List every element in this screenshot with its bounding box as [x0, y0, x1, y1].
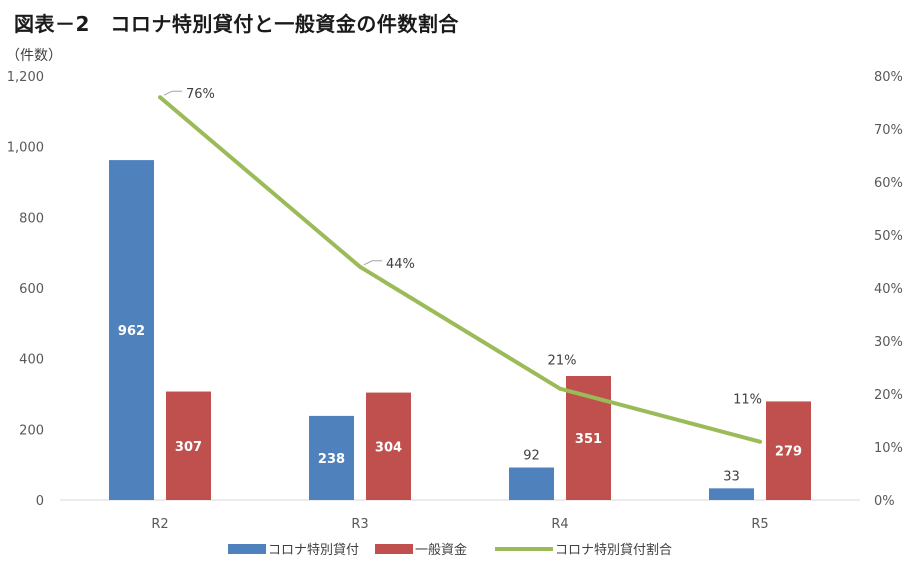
- x-tick-label: R4: [551, 517, 568, 532]
- ratio-line-point: [358, 264, 362, 269]
- ratio-line-layer: [158, 90, 762, 444]
- ratio-label-leader: [363, 260, 382, 266]
- bar-corona: [509, 467, 554, 500]
- y2-tick-label: 10%: [874, 441, 903, 456]
- bar-corona: [309, 415, 354, 500]
- y-axis-ticks: 0 200 400 600 800 1,000 1,200: [7, 70, 44, 509]
- y2-tick-label: 50%: [874, 229, 903, 244]
- legend-entry: 一般資金: [415, 542, 467, 558]
- y-tick-label: 0: [36, 494, 44, 509]
- y-tick-label: 600: [19, 282, 44, 297]
- category-labels: R2 R3 R4 R5: [151, 517, 768, 532]
- y2-tick-label: 40%: [874, 282, 903, 297]
- ratio-data-label: 44%: [386, 257, 415, 272]
- y2-tick-label: 80%: [874, 70, 903, 85]
- y-axis-unit-label: （件数）: [6, 48, 62, 64]
- bar-corona: [109, 160, 154, 501]
- legend-swatch: [375, 544, 413, 554]
- bar-data-label: 962: [118, 324, 145, 339]
- bar-data-label: 279: [775, 445, 802, 460]
- ratio-line-point: [158, 95, 162, 100]
- y-tick-label: 1,200: [7, 70, 44, 85]
- bar-general: [766, 401, 811, 500]
- bar-data-label: 33: [723, 469, 740, 484]
- bar-data-label: 238: [318, 452, 345, 467]
- bar-general: [366, 392, 411, 500]
- x-tick-label: R2: [151, 517, 168, 532]
- bar-data-label: 304: [375, 440, 402, 455]
- y2-tick-label: 0%: [874, 494, 895, 509]
- legend: コロナ特別貸付 一般資金 コロナ特別貸付割合: [228, 542, 672, 558]
- y2-tick-label: 70%: [874, 123, 903, 138]
- data-labels: 962 307 238 304 92 351 33 279 76% 44% 21% 11%: [118, 87, 802, 484]
- legend-swatch: [228, 544, 266, 554]
- legend-entry: コロナ特別貸付割合: [555, 542, 672, 558]
- x-tick-label: R5: [751, 517, 768, 532]
- y2-tick-label: 20%: [874, 388, 903, 403]
- bar-data-label: 307: [175, 440, 202, 455]
- y-tick-label: 1,000: [7, 141, 44, 156]
- ratio-line-point: [558, 386, 562, 391]
- y-tick-label: 800: [19, 211, 44, 226]
- ratio-label-leader: [163, 90, 182, 96]
- y2-tick-label: 60%: [874, 176, 903, 191]
- ratio-data-label: 11%: [733, 393, 762, 408]
- ratio-data-label: 21%: [548, 354, 577, 369]
- bar-general: [166, 391, 211, 500]
- legend-entry: コロナ特別貸付: [268, 542, 359, 558]
- bar-data-label: 92: [523, 448, 540, 463]
- chart-title: 図表－2 コロナ特別貸付と一般資金の件数割合: [14, 12, 459, 36]
- x-tick-label: R3: [351, 517, 368, 532]
- bars: [109, 160, 811, 501]
- y2-tick-label: 30%: [874, 335, 903, 350]
- y-tick-label: 200: [19, 423, 44, 438]
- ratio-line-point: [758, 439, 762, 444]
- y-tick-label: 400: [19, 353, 44, 368]
- ratio-line: [158, 95, 761, 444]
- y2-axis-ticks: 0% 10% 20% 30% 40% 50% 60% 70% 80%: [874, 70, 903, 509]
- bar-data-label: 351: [575, 432, 602, 447]
- bar-corona: [709, 488, 754, 500]
- ratio-data-label: 76%: [186, 87, 215, 102]
